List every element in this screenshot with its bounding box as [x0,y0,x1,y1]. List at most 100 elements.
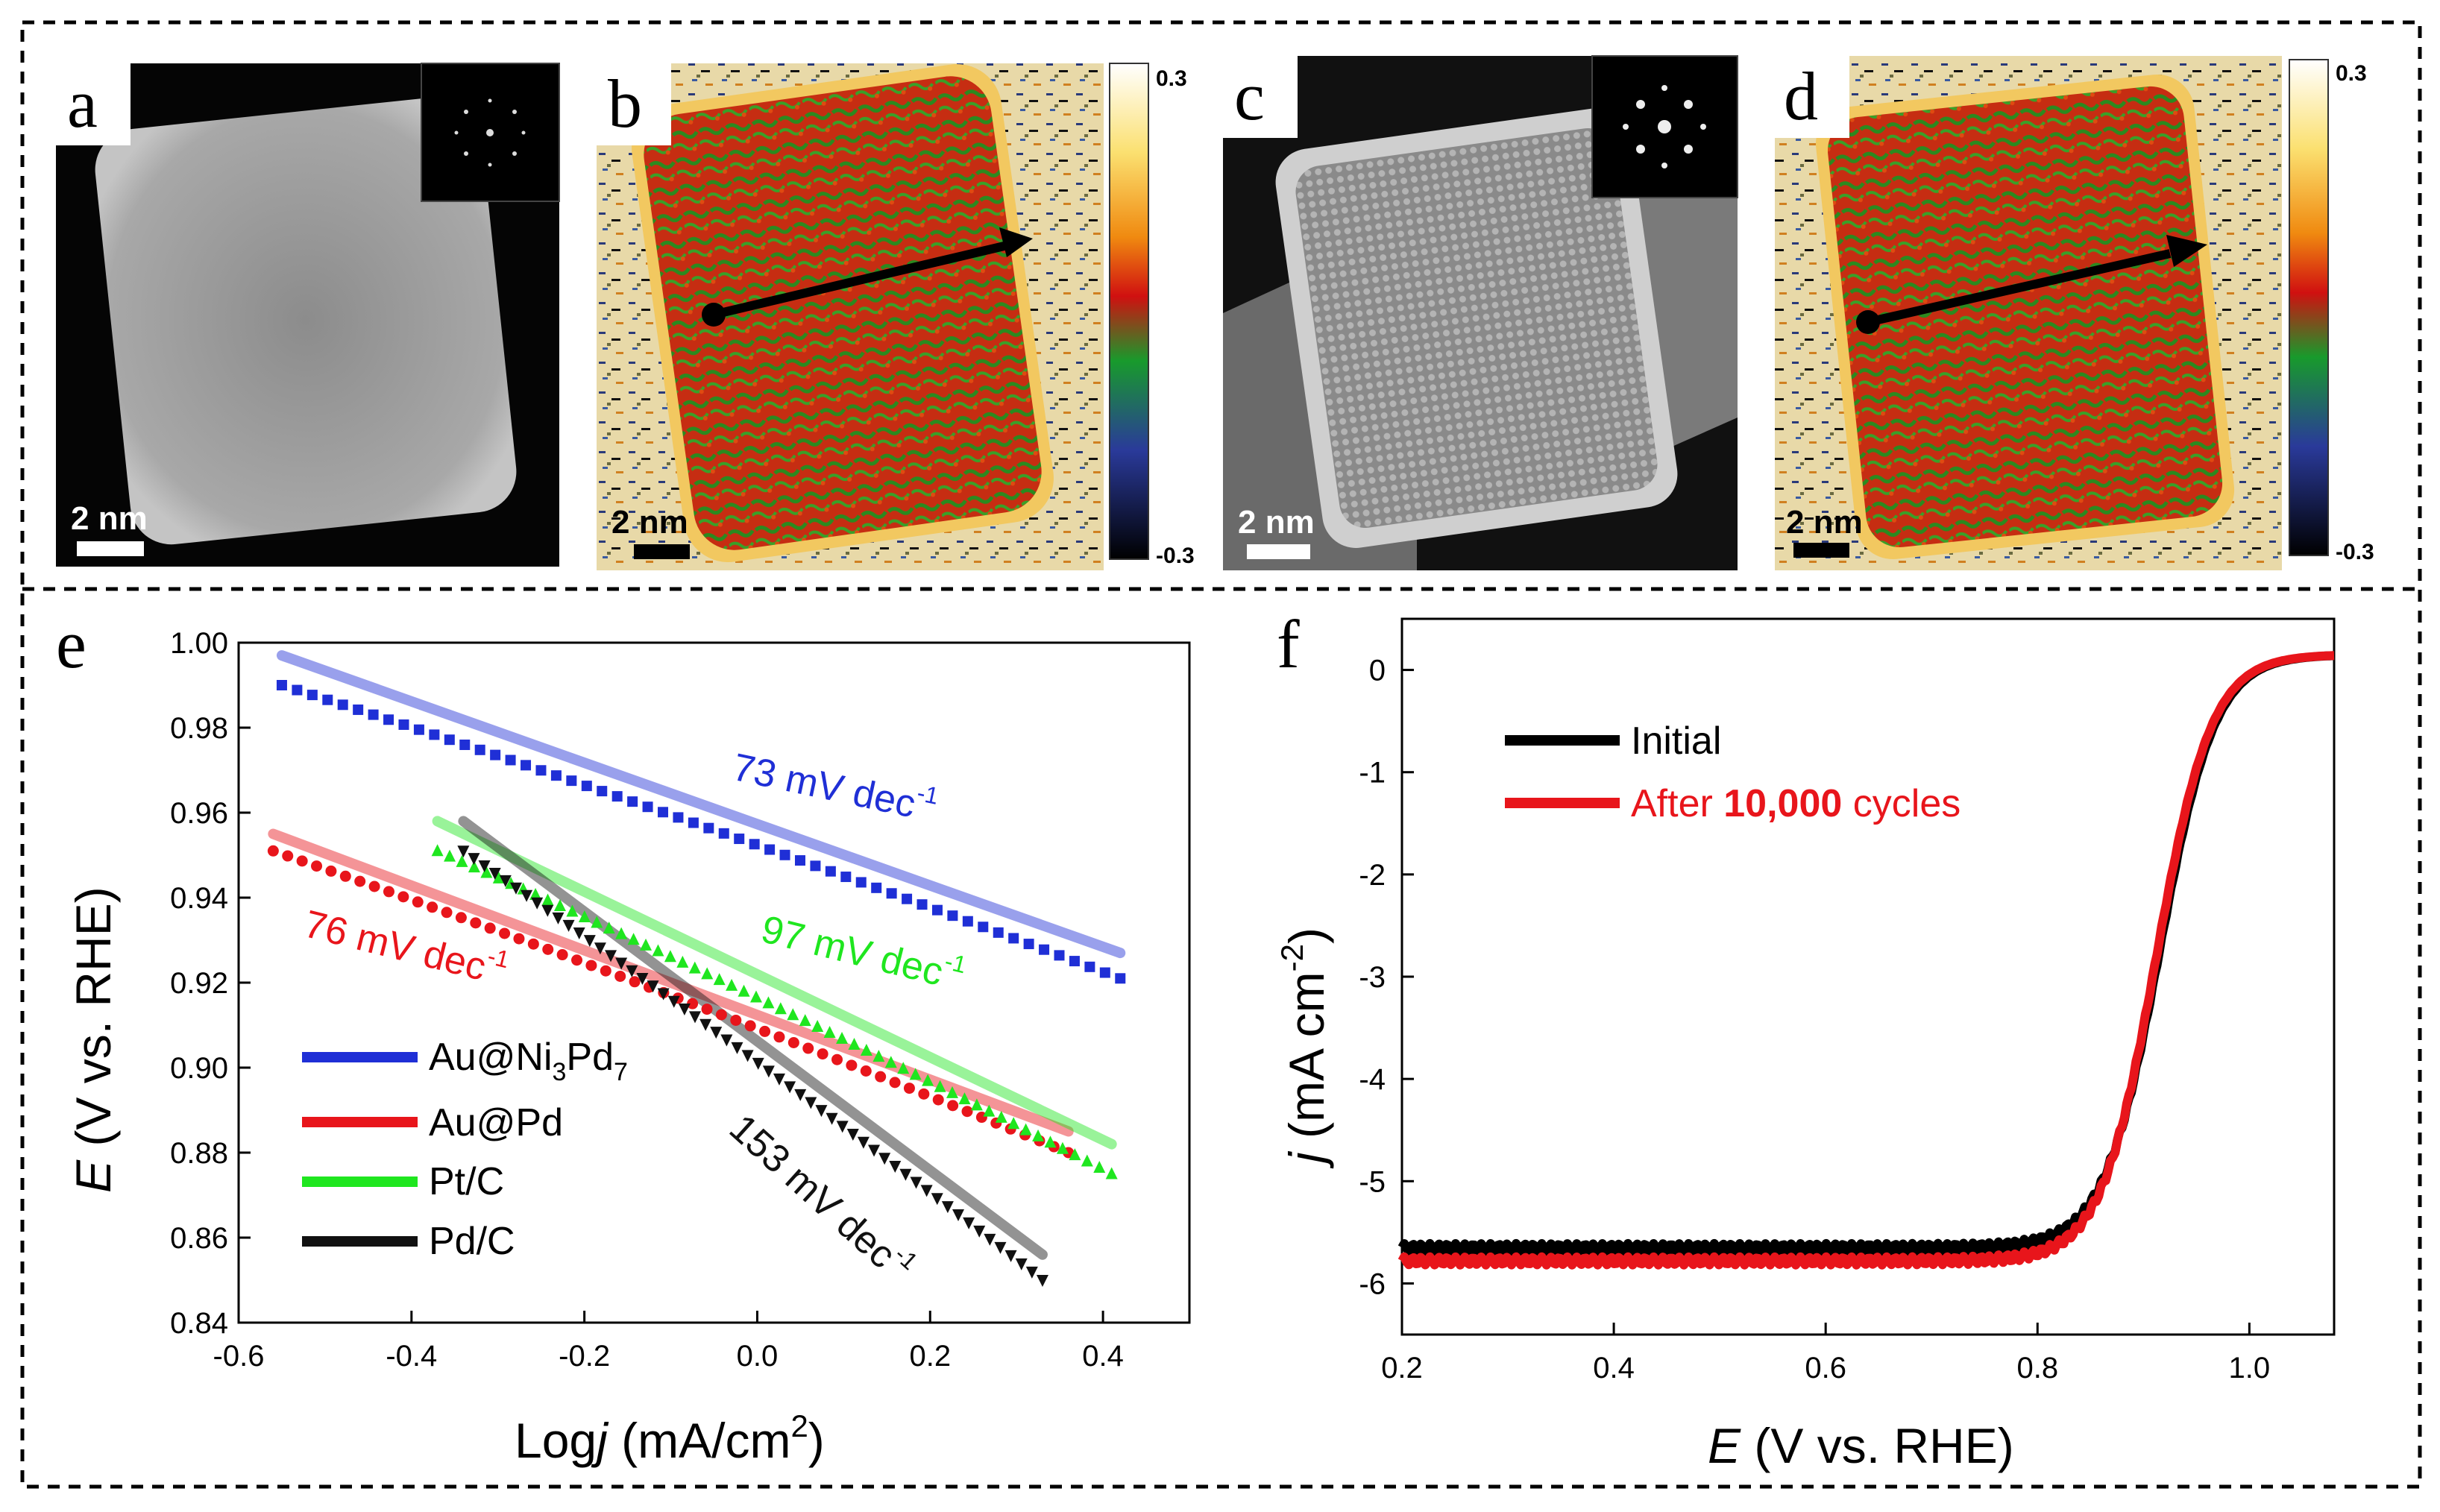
point-2-55 [1105,1167,1118,1179]
point-1-5 [339,870,351,882]
point-3-0 [457,845,470,858]
point-3-28 [752,1057,764,1070]
chart-e-ticks: -0.6 -0.4 -0.2 0.0 0.2 0.4 0.84 0.86 0.88 0.90 0.9… [170,627,1124,1373]
point-1-18 [527,938,539,950]
point-0-45 [962,916,973,927]
point-2-42 [946,1086,958,1098]
e-xtick-label-1: -0.4 [386,1340,437,1373]
chart-f-series [1397,651,2336,1270]
point-3-13 [594,942,606,955]
point-1-25 [629,976,641,988]
fit-line-1 [268,828,1074,1137]
point-1-29 [687,998,699,1009]
f-ytick-label-5: -5 [1359,1165,1386,1198]
scale-label-c: 2 nm [1238,504,1315,541]
point-1-0 [267,845,279,857]
point-3-18 [647,980,659,993]
point-0-42 [916,899,928,910]
point-3-40 [878,1153,891,1165]
f-xtick-label-4: 1.0 [2229,1352,2271,1385]
point-2-46 [995,1110,1007,1123]
point-0-7 [383,714,394,725]
point-2-25 [738,984,750,997]
point-1-38 [817,1048,828,1060]
point-3-22 [689,1011,701,1024]
point-1-4 [325,865,337,877]
point-3-29 [762,1065,775,1078]
panel-label-e: e [56,606,87,682]
point-0-51 [1054,950,1065,961]
point-3-23 [699,1018,712,1031]
point-2-47 [1007,1117,1020,1130]
point-3-46 [941,1201,954,1214]
point-1-8 [383,886,394,898]
point-2-49 [1032,1129,1045,1141]
point-3-33 [805,1097,817,1109]
point-2-39 [909,1068,922,1080]
chart-e-xlabel: Logj (mA/cm2) [515,1408,825,1468]
point-0-34 [794,855,805,866]
f-ytick-label-3: -3 [1359,961,1386,994]
point-2-11 [566,904,579,917]
point-0-14 [490,749,501,760]
point-0-38 [855,877,867,888]
point-3-15 [615,957,628,970]
colorbar-b [1109,63,1149,560]
point-1-24 [614,970,626,982]
f-xtick-label-2: 0.6 [1805,1352,1846,1385]
point-0-40 [886,888,897,899]
point-2-29 [787,1008,799,1021]
point-1-1 [282,850,294,862]
point-2-21 [688,961,701,974]
fft-inset-a [421,63,560,202]
point-3-45 [931,1193,943,1206]
point-2-2 [456,854,468,867]
point-3-52 [1004,1250,1017,1262]
legend-e-label-0: Au@Ni3Pd7 [429,1036,628,1086]
scale-label-a: 2 nm [71,500,148,537]
point-2-28 [774,1002,787,1015]
point-0-0 [276,680,287,690]
panel-label-c: c [1234,58,1265,134]
point-1-15 [484,922,496,934]
point-1-6 [354,875,366,887]
point-2-37 [884,1056,897,1068]
point-1-40 [846,1059,858,1071]
point-2-1 [444,849,456,862]
point-3-3 [488,867,501,880]
chart-f-frame [1400,617,2336,1336]
point-2-26 [749,990,762,1003]
fit-line-3 [458,816,1048,1260]
point-0-33 [779,849,790,860]
point-1-21 [571,954,583,966]
point-2-50 [1044,1135,1057,1148]
f-ytick-label-4: -4 [1359,1063,1386,1096]
e-ytick-label-5: 0.94 [170,882,228,915]
point-1-39 [831,1053,843,1065]
point-1-23 [600,965,611,977]
nanocube-a [95,96,517,545]
point-0-4 [337,699,348,711]
e-ytick-label-8: 1.00 [170,627,228,660]
point-3-11 [573,927,585,939]
point-1-3 [311,860,323,872]
point-2-35 [860,1044,872,1056]
point-1-43 [889,1077,901,1089]
legend-e-label-2: Pt/C [429,1160,504,1203]
point-3-43 [910,1176,922,1189]
point-0-55 [1115,973,1126,984]
point-3-36 [836,1121,849,1133]
fft-spots-c [1623,85,1706,168]
point-0-17 [535,765,547,776]
point-1-11 [427,901,438,913]
point-3-35 [826,1112,838,1125]
f-xtick-label-3: 0.8 [2016,1352,2058,1385]
e-xtick-label-3: 0.0 [737,1340,779,1373]
point-1-16 [499,927,511,939]
point-3-54 [1025,1266,1038,1279]
point-1-46 [932,1094,944,1106]
point-0-23 [627,796,638,807]
point-1-45 [918,1088,930,1100]
